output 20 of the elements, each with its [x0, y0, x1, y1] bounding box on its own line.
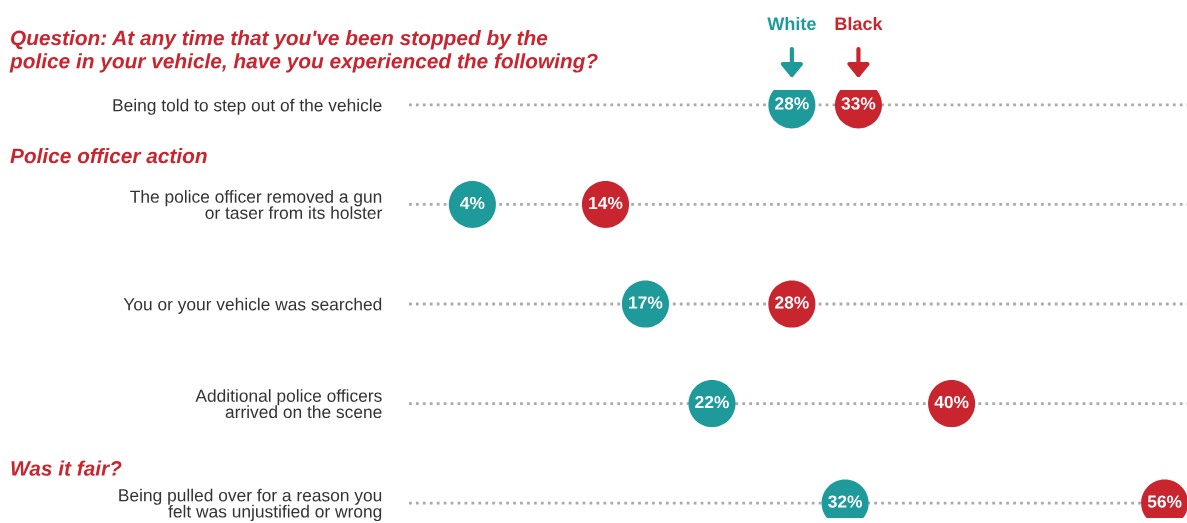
- data-label: 56%: [1147, 495, 1182, 508]
- data-label: 22%: [695, 395, 729, 409]
- text: White: [767, 16, 816, 31]
- y-tick-label: The police officer removed a gun or taser from its holster: [130, 190, 382, 220]
- y-tick-label: You or your vehicle was searched: [123, 297, 382, 314]
- data-label: 28%: [775, 97, 809, 110]
- y-tick-label: Additional police officers arrived on the scene: [195, 389, 382, 419]
- text: Police officer action: [10, 147, 207, 164]
- data-label: 33%: [841, 97, 876, 110]
- y-tick-label: Being pulled over for a reason you felt was unjustified or wrong: [119, 488, 382, 522]
- data-label: 40%: [934, 395, 969, 409]
- text: Black: [835, 16, 883, 31]
- data-label: 14%: [589, 196, 623, 210]
- y-tick-label: Being told to step out of the vehicle: [113, 98, 382, 115]
- text: Question: At any time that you've been stopped by the police in your vehicle, have you experienced the following?: [9, 30, 598, 73]
- data-label: 17%: [629, 296, 663, 309]
- data-label: 4%: [460, 196, 485, 210]
- data-label: 28%: [775, 296, 809, 309]
- data-label: 32%: [828, 495, 863, 508]
- text: Was it fair?: [11, 460, 122, 476]
